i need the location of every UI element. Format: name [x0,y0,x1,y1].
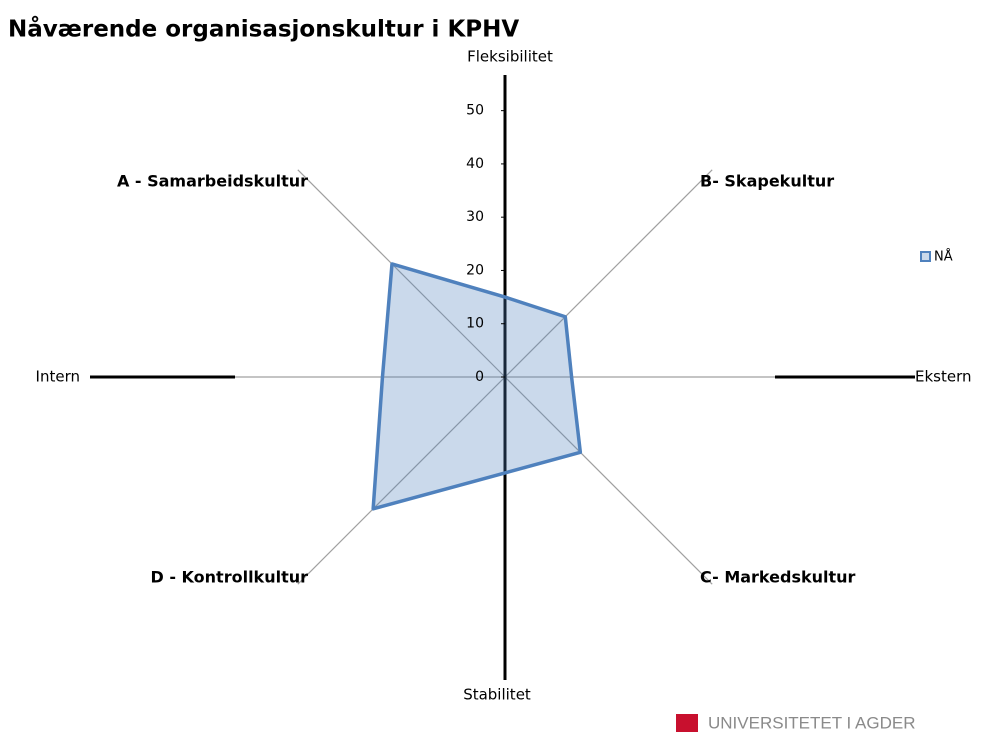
tick-label: 0 [475,369,484,385]
logo: UNIVERSITETET I AGDER [676,713,916,732]
tick-label: 20 [466,262,484,278]
category-label: Intern [36,368,80,386]
spoke [504,376,713,585]
spoke [504,169,713,378]
category-label: C- Markedskultur [700,568,856,587]
logo-text: UNIVERSITETET I AGDER [708,713,916,732]
category-label: Stabilitet [463,686,531,704]
tick-label: 30 [466,209,484,225]
category-label: B- Skapekultur [700,172,834,191]
tick-label: 40 [466,156,484,172]
chart-title: Nåværende organisasjonskultur i KPHV [8,16,519,43]
category-label: Ekstern [915,368,972,386]
spoke [297,169,506,378]
category-label: D - Kontrollkultur [150,568,308,587]
spoke [297,376,506,585]
category-label: A - Samarbeidskultur [117,172,308,191]
legend-swatch [920,251,931,262]
category-label: Fleksibilitet [467,48,553,66]
tick-label: 50 [466,103,484,119]
tick-label: 10 [466,316,484,332]
legend-label: NÅ [934,249,953,265]
series-area [371,262,583,511]
logo-mark [676,714,698,732]
